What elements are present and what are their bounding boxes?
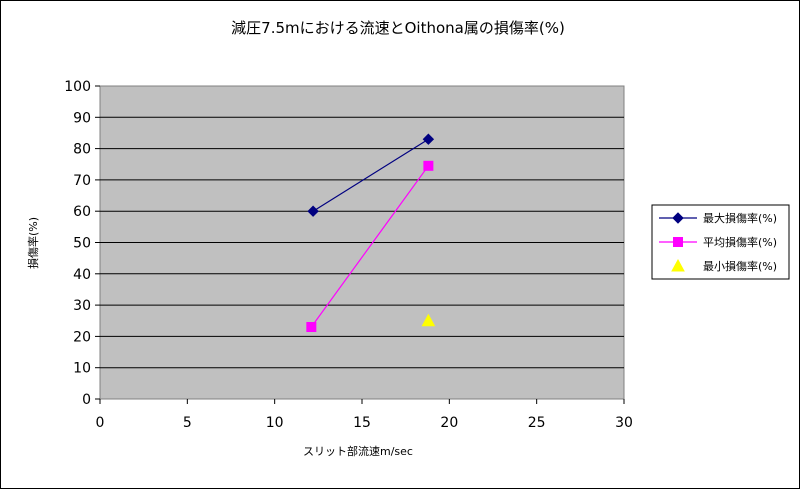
y-tick-label: 90 [73, 110, 91, 126]
y-tick-label: 30 [73, 298, 91, 314]
chart-title: 減圧7.5mにおける流速とOithona属の損傷率(%) [231, 19, 565, 37]
data-point [422, 133, 435, 145]
y-tick-label: 20 [73, 329, 91, 345]
legend-item: 平均損傷率(%) [659, 235, 777, 249]
series-2 [306, 160, 434, 333]
series-line [310, 165, 429, 328]
x-tick-label: 0 [96, 415, 105, 431]
x-tick-label: 15 [353, 415, 371, 431]
y-tick-label: 80 [73, 142, 91, 158]
legend-marker [672, 212, 684, 224]
series-layer [306, 133, 436, 333]
legend-marker [673, 237, 683, 247]
series-1 [307, 133, 435, 217]
legend: 最大損傷率(%) 平均損傷率(%) 最小損傷率(%) [651, 204, 790, 280]
legend-label: 平均損傷率(%) [703, 235, 777, 249]
y-tick-label: 10 [73, 361, 91, 377]
x-tick-label: 5 [183, 415, 192, 431]
data-point [423, 160, 434, 171]
data-point [307, 205, 319, 217]
x-axis-label: スリット部流速m/sec [303, 444, 413, 458]
data-point [421, 313, 436, 327]
legend-label: 最大損傷率(%) [703, 211, 777, 225]
x-tick-label: 30 [615, 415, 633, 431]
series-3 [421, 313, 436, 327]
y-tick-label: 50 [73, 236, 91, 252]
series-line [312, 138, 429, 212]
x-tick-label: 10 [266, 415, 284, 431]
y-tick-label: 60 [73, 204, 91, 220]
x-tick-label: 20 [440, 415, 458, 431]
x-axis-ticks: 0 5 10 15 20 25 30 [96, 399, 633, 431]
y-tick-label: 0 [82, 392, 91, 408]
legend-label: 最小損傷率(%) [703, 259, 777, 273]
legend-item: 最小損傷率(%) [671, 258, 777, 273]
y-tick-label: 100 [64, 79, 91, 95]
legend-marker [671, 258, 685, 272]
data-point [306, 322, 317, 333]
grid-lines [100, 116, 624, 369]
y-axis-ticks: 0 10 20 30 40 50 60 70 80 90 100 [64, 79, 100, 408]
legend-item: 最大損傷率(%) [659, 211, 777, 225]
y-axis-label: 損傷率(%) [26, 217, 40, 269]
y-tick-label: 40 [73, 267, 91, 283]
x-tick-label: 25 [528, 415, 546, 431]
y-tick-label: 70 [73, 173, 91, 189]
